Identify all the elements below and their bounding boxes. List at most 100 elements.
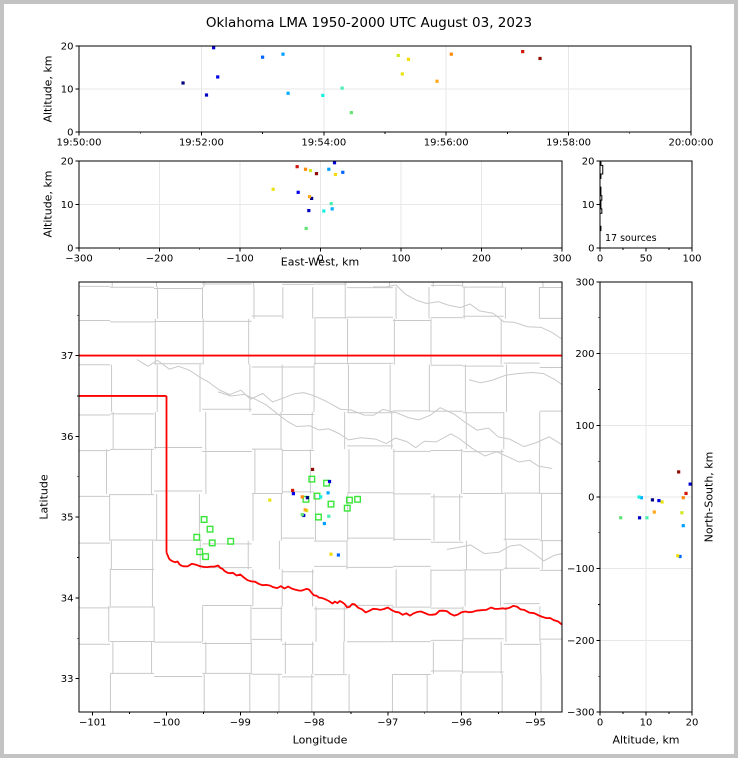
x-tick-label: 19:54:00 bbox=[301, 138, 346, 149]
source-dot bbox=[652, 510, 656, 514]
x-tick-label: −99 bbox=[230, 718, 251, 729]
ew_height-panel bbox=[79, 161, 562, 248]
source-dot bbox=[521, 49, 525, 54]
map-panel bbox=[79, 282, 562, 712]
station-marker bbox=[314, 513, 322, 521]
station-marker bbox=[327, 500, 335, 508]
source-dot bbox=[660, 500, 664, 504]
source-dot bbox=[305, 496, 310, 500]
x-tick-label: 19:52:00 bbox=[179, 138, 224, 149]
river-line bbox=[446, 544, 562, 562]
x-tick-label: −97 bbox=[377, 718, 398, 729]
station-marker bbox=[343, 504, 351, 512]
x-tick-label: 100 bbox=[391, 254, 410, 265]
source-dot bbox=[341, 170, 345, 174]
y-tick-label: 0 bbox=[67, 128, 73, 139]
state-border bbox=[79, 354, 562, 626]
source-dot bbox=[340, 86, 344, 90]
source-dot bbox=[307, 208, 311, 213]
river-line bbox=[468, 372, 562, 386]
plot-canvas: 19:50:00 19:52:00 19:54:00 19:56:00 19:58:00… bbox=[57, 42, 714, 729]
source-dot bbox=[676, 554, 680, 558]
source-dot bbox=[181, 81, 185, 85]
y-tick-label: 36 bbox=[61, 432, 74, 443]
source-dot bbox=[681, 496, 685, 500]
x-tick-label: −95 bbox=[525, 718, 546, 729]
ns-panel-ylabel: North-South, km bbox=[702, 451, 716, 543]
river-line bbox=[136, 359, 562, 448]
station-marker bbox=[200, 515, 208, 523]
x-tick-label: −200 bbox=[146, 254, 173, 265]
station-marker bbox=[196, 548, 204, 556]
x-tick-label: 0 bbox=[317, 254, 323, 265]
map-xlabel: Longitude bbox=[292, 733, 348, 747]
source-dot bbox=[291, 488, 295, 493]
source-dot bbox=[406, 57, 411, 61]
source-dot bbox=[684, 491, 688, 496]
x-tick-label: 19:50:00 bbox=[57, 138, 102, 149]
station-marker bbox=[323, 479, 331, 487]
source-dot bbox=[327, 514, 331, 518]
y-tick-label: 10 bbox=[61, 200, 74, 211]
x-tick-label: 0 bbox=[597, 254, 603, 265]
y-tick-label: −100 bbox=[567, 564, 594, 575]
x-tick-label: 200 bbox=[472, 254, 491, 265]
source-dot bbox=[291, 492, 295, 496]
source-dot bbox=[310, 467, 315, 472]
station-marker bbox=[308, 475, 316, 483]
source-dot bbox=[300, 513, 304, 517]
y-tick-label: 35 bbox=[61, 513, 74, 524]
station-marker bbox=[193, 533, 201, 541]
altitude-histogram-panel bbox=[599, 160, 604, 248]
y-tick-label: 0 bbox=[588, 244, 594, 255]
panel-spine bbox=[78, 160, 563, 249]
x-tick-label: 19:56:00 bbox=[424, 138, 469, 149]
ns_height-panel bbox=[600, 282, 692, 712]
y-tick-label: 20 bbox=[61, 157, 74, 168]
source-dot bbox=[286, 91, 290, 95]
altitude_histogram-axes: 0 50 100 0 10 20 bbox=[582, 157, 702, 265]
ns-panel-xlabel: Altitude, km bbox=[612, 733, 680, 747]
source-dot bbox=[304, 226, 308, 231]
y-tick-label: 300 bbox=[575, 278, 594, 289]
source-dot bbox=[645, 516, 649, 520]
source-dot bbox=[321, 93, 325, 98]
station-marker bbox=[227, 537, 235, 545]
source-dot bbox=[327, 167, 331, 171]
source-dot bbox=[538, 56, 542, 61]
y-tick-label: 0 bbox=[588, 493, 594, 504]
x-tick-label: −100 bbox=[226, 254, 253, 265]
y-tick-label: −200 bbox=[567, 636, 594, 647]
source-dot bbox=[680, 511, 684, 515]
x-tick-label: 100 bbox=[682, 254, 701, 265]
panel-spine bbox=[599, 160, 693, 249]
source-dot bbox=[281, 52, 285, 56]
station-marker bbox=[202, 553, 210, 561]
source-dot bbox=[303, 167, 308, 171]
source-dot bbox=[449, 52, 453, 56]
source-dot bbox=[212, 46, 216, 50]
ns_height-sources bbox=[619, 470, 692, 559]
x-tick-label: 20 bbox=[686, 718, 699, 729]
x-tick-label: −300 bbox=[65, 254, 92, 265]
figure-title: Oklahoma LMA 1950-2000 UTC August 03, 20… bbox=[205, 15, 533, 31]
source-dot bbox=[296, 190, 300, 194]
source-dot bbox=[322, 209, 326, 213]
source-dot bbox=[329, 552, 333, 556]
x-tick-label: 19:58:00 bbox=[546, 138, 591, 149]
ns_height-axes: 0 10 20 300 200 100 0 −100 −200 −300 bbox=[567, 278, 698, 729]
altitude-histogram-line bbox=[599, 160, 604, 248]
y-tick-label: 10 bbox=[582, 200, 595, 211]
source-dot bbox=[637, 516, 642, 520]
y-tick-label: 100 bbox=[575, 421, 594, 432]
y-tick-label: 10 bbox=[61, 85, 74, 96]
ew_height-sources bbox=[271, 161, 345, 231]
source-dot bbox=[657, 498, 661, 503]
time_height-sources bbox=[181, 46, 542, 115]
x-tick-label: 300 bbox=[552, 254, 571, 265]
plan_view_map-sources bbox=[268, 467, 340, 557]
source-dot bbox=[261, 55, 265, 59]
y-tick-label: 0 bbox=[67, 244, 73, 255]
source-dot bbox=[303, 508, 307, 512]
